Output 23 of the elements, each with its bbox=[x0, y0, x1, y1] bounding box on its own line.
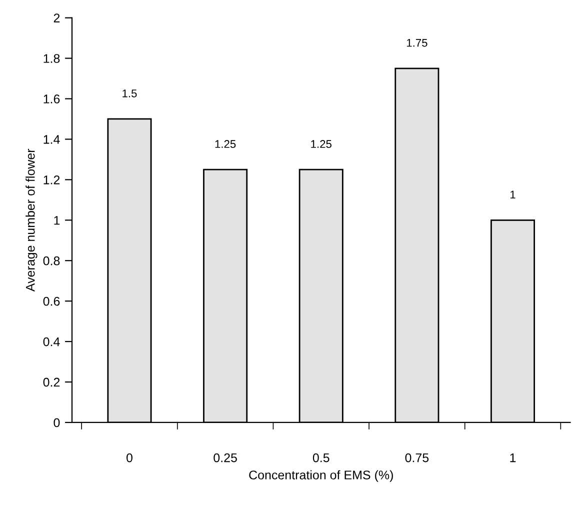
x-tick-label: 0.75 bbox=[405, 453, 429, 462]
data-label: 1 bbox=[510, 190, 516, 198]
x-tick-label: 0.25 bbox=[214, 453, 237, 462]
y-tick-label: 1.6 bbox=[44, 94, 60, 104]
y-tick-label: 0.6 bbox=[43, 296, 60, 306]
data-label: 1.25 bbox=[311, 140, 332, 148]
y-tick-label: 1 bbox=[54, 216, 60, 225]
y-tick-label: 0.4 bbox=[43, 337, 60, 346]
x-tick-label: 1 bbox=[510, 453, 516, 462]
y-tick-label: 1.4 bbox=[44, 135, 60, 144]
y-axis-title: Average number of flower bbox=[26, 148, 38, 292]
y-tick-label: 0 bbox=[54, 418, 60, 428]
y-tick-label: 0.2 bbox=[43, 378, 60, 387]
y-tick-label: 1.8 bbox=[44, 54, 60, 63]
data-label: 1.25 bbox=[215, 140, 236, 148]
y-tick-label: 1.2 bbox=[44, 175, 60, 184]
data-label: 1.5 bbox=[122, 90, 137, 98]
x-axis-title: Concentration of EMS (%) bbox=[249, 470, 393, 482]
y-tick-label: 0.8 bbox=[43, 256, 60, 266]
x-tick-label: 0 bbox=[126, 453, 132, 462]
data-label: 1.75 bbox=[406, 39, 428, 47]
y-tick-label: 2 bbox=[54, 14, 60, 22]
x-tick-label: 0.5 bbox=[312, 453, 330, 462]
